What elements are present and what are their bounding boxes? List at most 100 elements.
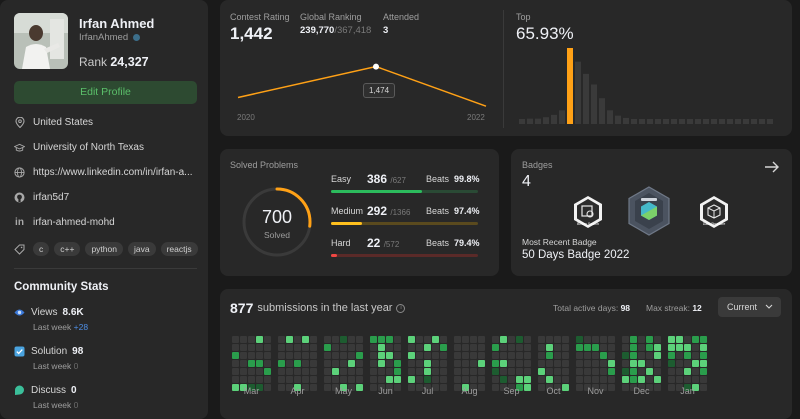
heatmap-day[interactable]	[348, 344, 355, 351]
heatmap-day[interactable]	[538, 352, 545, 359]
heatmap-day[interactable]	[462, 336, 469, 343]
heatmap-day[interactable]	[538, 384, 545, 391]
heatmap-day[interactable]	[408, 384, 415, 391]
heatmap-day[interactable]	[600, 336, 607, 343]
histogram-bar[interactable]	[615, 115, 621, 124]
heatmap-day[interactable]	[470, 344, 477, 351]
heatmap-day[interactable]	[348, 352, 355, 359]
heatmap-day[interactable]	[394, 344, 401, 351]
heatmap-day[interactable]	[416, 344, 423, 351]
heatmap-day[interactable]	[524, 352, 531, 359]
heatmap-day[interactable]	[538, 376, 545, 383]
heatmap-day[interactable]	[370, 336, 377, 343]
heatmap-day[interactable]	[340, 368, 347, 375]
heatmap-day[interactable]	[248, 360, 255, 367]
heatmap-day[interactable]	[654, 360, 661, 367]
heatmap-day[interactable]	[562, 384, 569, 391]
heatmap-day[interactable]	[386, 344, 393, 351]
rating-point[interactable]	[373, 63, 379, 70]
heatmap-day[interactable]	[508, 384, 515, 391]
heatmap-day[interactable]	[356, 384, 363, 391]
histogram-bar[interactable]	[719, 119, 725, 124]
heatmap-day[interactable]	[286, 368, 293, 375]
heatmap-day[interactable]	[692, 344, 699, 351]
heatmap-day[interactable]	[684, 384, 691, 391]
heatmap-day[interactable]	[340, 336, 347, 343]
heatmap-day[interactable]	[240, 376, 247, 383]
heatmap-day[interactable]	[248, 368, 255, 375]
heatmap-day[interactable]	[546, 344, 553, 351]
heatmap-day[interactable]	[576, 368, 583, 375]
heatmap-day[interactable]	[432, 360, 439, 367]
heatmap-day[interactable]	[324, 352, 331, 359]
info-icon[interactable]: i	[396, 303, 406, 313]
heatmap-day[interactable]	[432, 336, 439, 343]
skill-tag[interactable]: reactjs	[160, 242, 198, 256]
heatmap-day[interactable]	[340, 360, 347, 367]
histogram-bar[interactable]	[631, 119, 637, 124]
heatmap-day[interactable]	[332, 376, 339, 383]
heatmap-day[interactable]	[264, 384, 271, 391]
heatmap-day[interactable]	[592, 344, 599, 351]
heatmap-day[interactable]	[278, 384, 285, 391]
heatmap-day[interactable]	[554, 360, 561, 367]
heatmap-day[interactable]	[492, 344, 499, 351]
heatmap-day[interactable]	[302, 344, 309, 351]
heatmap-day[interactable]	[654, 384, 661, 391]
heatmap-day[interactable]	[508, 336, 515, 343]
heatmap-day[interactable]	[692, 360, 699, 367]
heatmap-day[interactable]	[576, 384, 583, 391]
heatmap-day[interactable]	[630, 336, 637, 343]
heatmap-day[interactable]	[240, 360, 247, 367]
heatmap-day[interactable]	[248, 344, 255, 351]
heatmap-day[interactable]	[576, 352, 583, 359]
heatmap-day[interactable]	[286, 352, 293, 359]
heatmap-day[interactable]	[348, 376, 355, 383]
heatmap-day[interactable]	[554, 376, 561, 383]
heatmap-day[interactable]	[684, 352, 691, 359]
heatmap-day[interactable]	[386, 352, 393, 359]
heatmap-day[interactable]	[324, 376, 331, 383]
heatmap-day[interactable]	[516, 336, 523, 343]
heatmap-day[interactable]	[654, 368, 661, 375]
heatmap-day[interactable]	[370, 376, 377, 383]
heatmap-day[interactable]	[500, 376, 507, 383]
heatmap-day[interactable]	[240, 336, 247, 343]
heatmap-day[interactable]	[248, 384, 255, 391]
heatmap-day[interactable]	[424, 368, 431, 375]
heatmap-day[interactable]	[232, 352, 239, 359]
heatmap-day[interactable]	[584, 344, 591, 351]
heatmap-day[interactable]	[416, 336, 423, 343]
heatmap-day[interactable]	[654, 376, 661, 383]
heatmap-day[interactable]	[668, 336, 675, 343]
heatmap-day[interactable]	[340, 384, 347, 391]
heatmap-day[interactable]	[668, 360, 675, 367]
heatmap-day[interactable]	[684, 368, 691, 375]
histogram-bar[interactable]	[607, 110, 613, 124]
heatmap-day[interactable]	[524, 360, 531, 367]
heatmap-day[interactable]	[432, 368, 439, 375]
heatmap-day[interactable]	[386, 336, 393, 343]
heatmap-day[interactable]	[248, 336, 255, 343]
skill-tag[interactable]: python	[85, 242, 123, 256]
heatmap-day[interactable]	[576, 336, 583, 343]
histogram-bar[interactable]	[711, 119, 717, 124]
heatmap-day[interactable]	[440, 384, 447, 391]
heatmap-day[interactable]	[454, 368, 461, 375]
heatmap-day[interactable]	[630, 368, 637, 375]
heatmap-day[interactable]	[638, 368, 645, 375]
heatmap-day[interactable]	[378, 344, 385, 351]
heatmap-day[interactable]	[508, 352, 515, 359]
heatmap-day[interactable]	[416, 368, 423, 375]
heatmap-day[interactable]	[462, 360, 469, 367]
heatmap-day[interactable]	[356, 368, 363, 375]
histogram-bar[interactable]	[695, 119, 701, 124]
heatmap-day[interactable]	[478, 368, 485, 375]
heatmap-day[interactable]	[478, 344, 485, 351]
histogram-bar[interactable]	[743, 119, 749, 124]
histogram-bar[interactable]	[551, 114, 557, 124]
heatmap-day[interactable]	[684, 336, 691, 343]
skill-tag[interactable]: c++	[54, 242, 81, 256]
heatmap-day[interactable]	[622, 344, 629, 351]
heatmap-day[interactable]	[516, 360, 523, 367]
